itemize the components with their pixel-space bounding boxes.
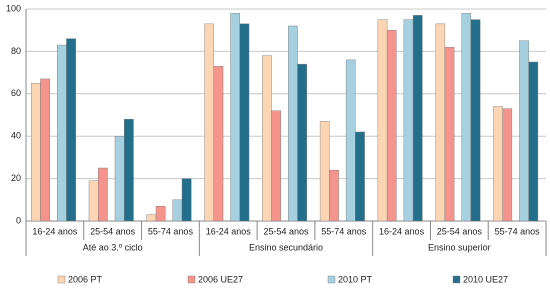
bar — [519, 40, 529, 222]
bar — [435, 23, 446, 222]
legend-label: 2006 PT — [68, 274, 103, 284]
x-tick-label: 16-24 anos — [379, 226, 425, 236]
bar — [146, 214, 157, 222]
bar — [403, 19, 414, 222]
legend-swatch — [187, 275, 196, 284]
y-tick-label: 20 — [11, 173, 21, 183]
bar — [40, 78, 50, 222]
bar — [377, 19, 388, 222]
legend-swatch — [57, 275, 66, 284]
x-tick-label: 16-24 anos — [206, 226, 252, 236]
bar — [470, 19, 481, 222]
bar — [155, 205, 166, 222]
bar — [288, 25, 298, 222]
bar — [31, 82, 41, 222]
bar — [213, 66, 224, 222]
y-tick-label: 80 — [11, 46, 21, 56]
bar — [297, 63, 307, 222]
bar — [493, 106, 503, 222]
bar — [386, 30, 397, 222]
bar — [181, 178, 192, 222]
bar — [271, 110, 281, 222]
group-label: Ensino secundário — [249, 242, 323, 252]
bar — [57, 44, 67, 222]
bar — [329, 169, 339, 222]
bar — [98, 167, 108, 222]
bar — [66, 38, 76, 222]
y-tick-label: 100 — [6, 3, 21, 13]
y-tick-label: 60 — [11, 88, 21, 98]
bar — [88, 180, 99, 222]
bar — [262, 55, 272, 222]
x-tick-label: 16-24 anos — [32, 226, 78, 236]
legend-label: 2010 PT — [338, 274, 373, 284]
bar — [124, 119, 134, 222]
bar — [412, 15, 423, 222]
group-label: Ensino superior — [428, 242, 491, 252]
x-tick-label: 55-74 anos — [321, 226, 367, 236]
bar — [461, 13, 472, 222]
bar — [114, 135, 125, 222]
x-tick-label: 25-54 anos — [263, 226, 309, 236]
group-label: Até ao 3.º ciclo — [83, 242, 143, 252]
legend-label: 2006 UE27 — [198, 274, 243, 284]
bar — [204, 23, 214, 222]
bar — [230, 13, 240, 222]
bar — [172, 199, 183, 222]
x-tick-label: 25-54 anos — [437, 226, 483, 236]
y-tick-label: 40 — [11, 131, 21, 141]
x-tick-label: 55-74 anos — [148, 226, 194, 236]
legend-label: 2010 UE27 — [463, 274, 508, 284]
legend-swatch — [452, 275, 461, 284]
bar — [355, 131, 365, 222]
bar — [502, 108, 513, 222]
legend-swatch — [327, 275, 336, 284]
x-tick-label: 25-54 anos — [90, 226, 136, 236]
bar — [444, 46, 455, 222]
bar — [345, 59, 356, 222]
y-tick-label: 0 — [16, 215, 21, 225]
x-tick-label: 55-74 anos — [495, 226, 541, 236]
bar — [319, 121, 330, 222]
bar — [528, 61, 539, 222]
bar — [239, 23, 250, 222]
